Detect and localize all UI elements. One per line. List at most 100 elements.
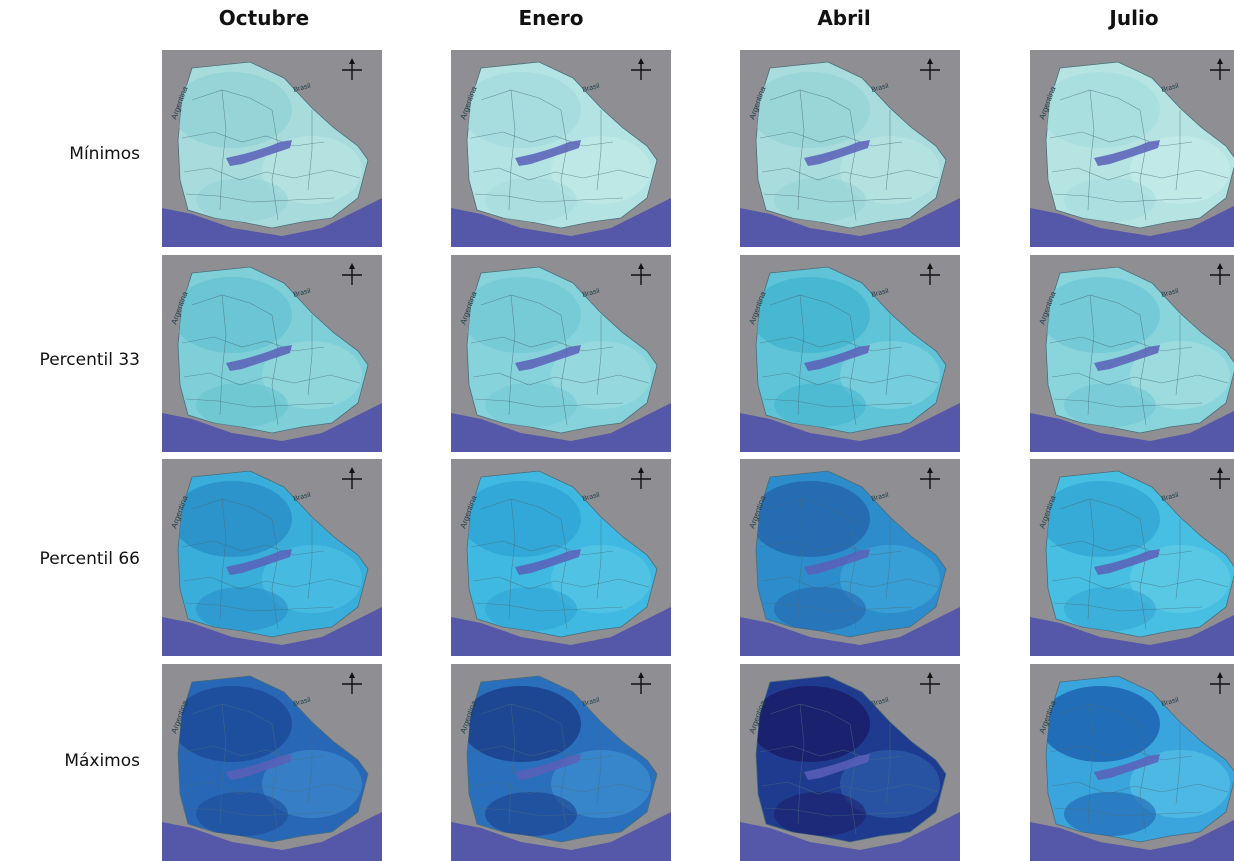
- department-line: [1053, 602, 1203, 612]
- sea-area: [740, 198, 960, 247]
- department-boundaries: [181, 294, 361, 426]
- department-line: [271, 723, 279, 835]
- department-boundaries: [759, 703, 939, 835]
- department-line: [480, 498, 562, 520]
- compass-rose-icon: [1210, 467, 1230, 489]
- department-line: [480, 89, 562, 111]
- department-line: [219, 703, 227, 825]
- department-boundaries: [470, 703, 650, 835]
- department-line: [1175, 315, 1181, 396]
- column-header-enero: Enero: [518, 6, 584, 30]
- value-zone: [1130, 545, 1230, 613]
- row-label-maximos: Máximos: [64, 751, 140, 771]
- column-header-octubre: Octubre: [218, 6, 310, 30]
- department-line: [1087, 703, 1095, 825]
- department-boundaries: [1049, 498, 1229, 630]
- map-panel-m-ximos-octubre: Argentina Brasil: [162, 664, 382, 861]
- reservoir-lake: [226, 345, 292, 371]
- department-line: [1175, 724, 1181, 805]
- department-line: [508, 498, 516, 620]
- department-line: [761, 372, 939, 386]
- value-zones: [756, 481, 940, 631]
- map-panel-percentil-33-abril: Argentina Brasil: [740, 255, 960, 452]
- department-line: [508, 703, 516, 825]
- department-line: [560, 109, 568, 221]
- department-line: [183, 781, 361, 795]
- department-boundaries: [181, 703, 361, 835]
- department-boundaries: [1049, 294, 1229, 426]
- department-line: [1139, 109, 1147, 221]
- country-label-brasil: Brasil: [1161, 697, 1180, 708]
- value-zone: [178, 686, 292, 762]
- department-line: [185, 807, 335, 817]
- country-label-brasil: Brasil: [582, 83, 601, 94]
- value-zone: [262, 136, 362, 204]
- compass-rose-icon: [631, 672, 651, 694]
- department-line: [761, 576, 939, 590]
- department-line: [1049, 336, 1193, 352]
- row-label-percentil-66: Percentil 66: [39, 549, 140, 569]
- compass-rose-icon: [920, 467, 940, 489]
- map-svg: Argentina Brasil: [162, 459, 382, 656]
- country-label-brasil: Brasil: [582, 288, 601, 299]
- department-boundaries: [759, 498, 939, 630]
- department-line: [849, 314, 857, 426]
- department-line: [271, 109, 279, 221]
- department-line: [1139, 723, 1147, 835]
- country-label-brasil: Brasil: [871, 697, 890, 708]
- value-zone: [467, 686, 581, 762]
- department-line: [1175, 519, 1181, 600]
- department-line: [219, 89, 227, 211]
- department-line: [480, 703, 562, 725]
- value-zone: [178, 72, 292, 148]
- sea-area: [740, 403, 960, 452]
- department-line: [596, 315, 602, 396]
- map-svg: Argentina Brasil: [162, 664, 382, 861]
- department-line: [474, 398, 624, 408]
- map-panel-percentil-66-julio: Argentina Brasil: [1030, 459, 1234, 656]
- department-line: [797, 89, 805, 211]
- value-zone: [262, 545, 362, 613]
- department-line: [181, 131, 325, 147]
- department-line: [185, 602, 335, 612]
- department-line: [474, 602, 624, 612]
- compass-rose-icon: [631, 263, 651, 285]
- department-line: [849, 518, 857, 630]
- reservoir-lake: [1094, 345, 1160, 371]
- department-boundaries: [470, 89, 650, 221]
- value-zone: [756, 277, 870, 353]
- department-line: [472, 372, 650, 386]
- value-zones: [178, 481, 362, 631]
- map-svg: Argentina Brasil: [451, 255, 671, 452]
- department-line: [761, 781, 939, 795]
- value-zone: [551, 750, 651, 818]
- department-line: [560, 518, 568, 630]
- department-line: [797, 498, 805, 620]
- map-svg: Argentina Brasil: [740, 664, 960, 861]
- department-line: [560, 314, 568, 426]
- map-svg: Argentina Brasil: [1030, 50, 1234, 247]
- map-svg: Argentina Brasil: [451, 50, 671, 247]
- department-line: [769, 294, 851, 316]
- reservoir-lake: [804, 345, 870, 371]
- department-line: [759, 540, 903, 556]
- department-line: [307, 519, 313, 600]
- department-line: [219, 498, 227, 620]
- value-zone: [551, 136, 651, 204]
- department-line: [849, 109, 857, 221]
- country-label-brasil: Brasil: [293, 697, 312, 708]
- reservoir-lake: [515, 140, 581, 166]
- map-panel-m-ximos-julio: Argentina Brasil: [1030, 664, 1234, 861]
- value-zone: [262, 341, 362, 409]
- department-line: [1087, 498, 1095, 620]
- department-line: [480, 294, 562, 316]
- department-line: [191, 294, 273, 316]
- compass-rose-icon: [1210, 58, 1230, 80]
- department-line: [470, 336, 614, 352]
- map-svg: Argentina Brasil: [740, 459, 960, 656]
- compass-rose-icon: [920, 263, 940, 285]
- compass-rose-icon: [342, 58, 362, 80]
- department-line: [763, 193, 913, 203]
- column-header-julio: Julio: [1109, 6, 1159, 30]
- department-boundaries: [759, 89, 939, 221]
